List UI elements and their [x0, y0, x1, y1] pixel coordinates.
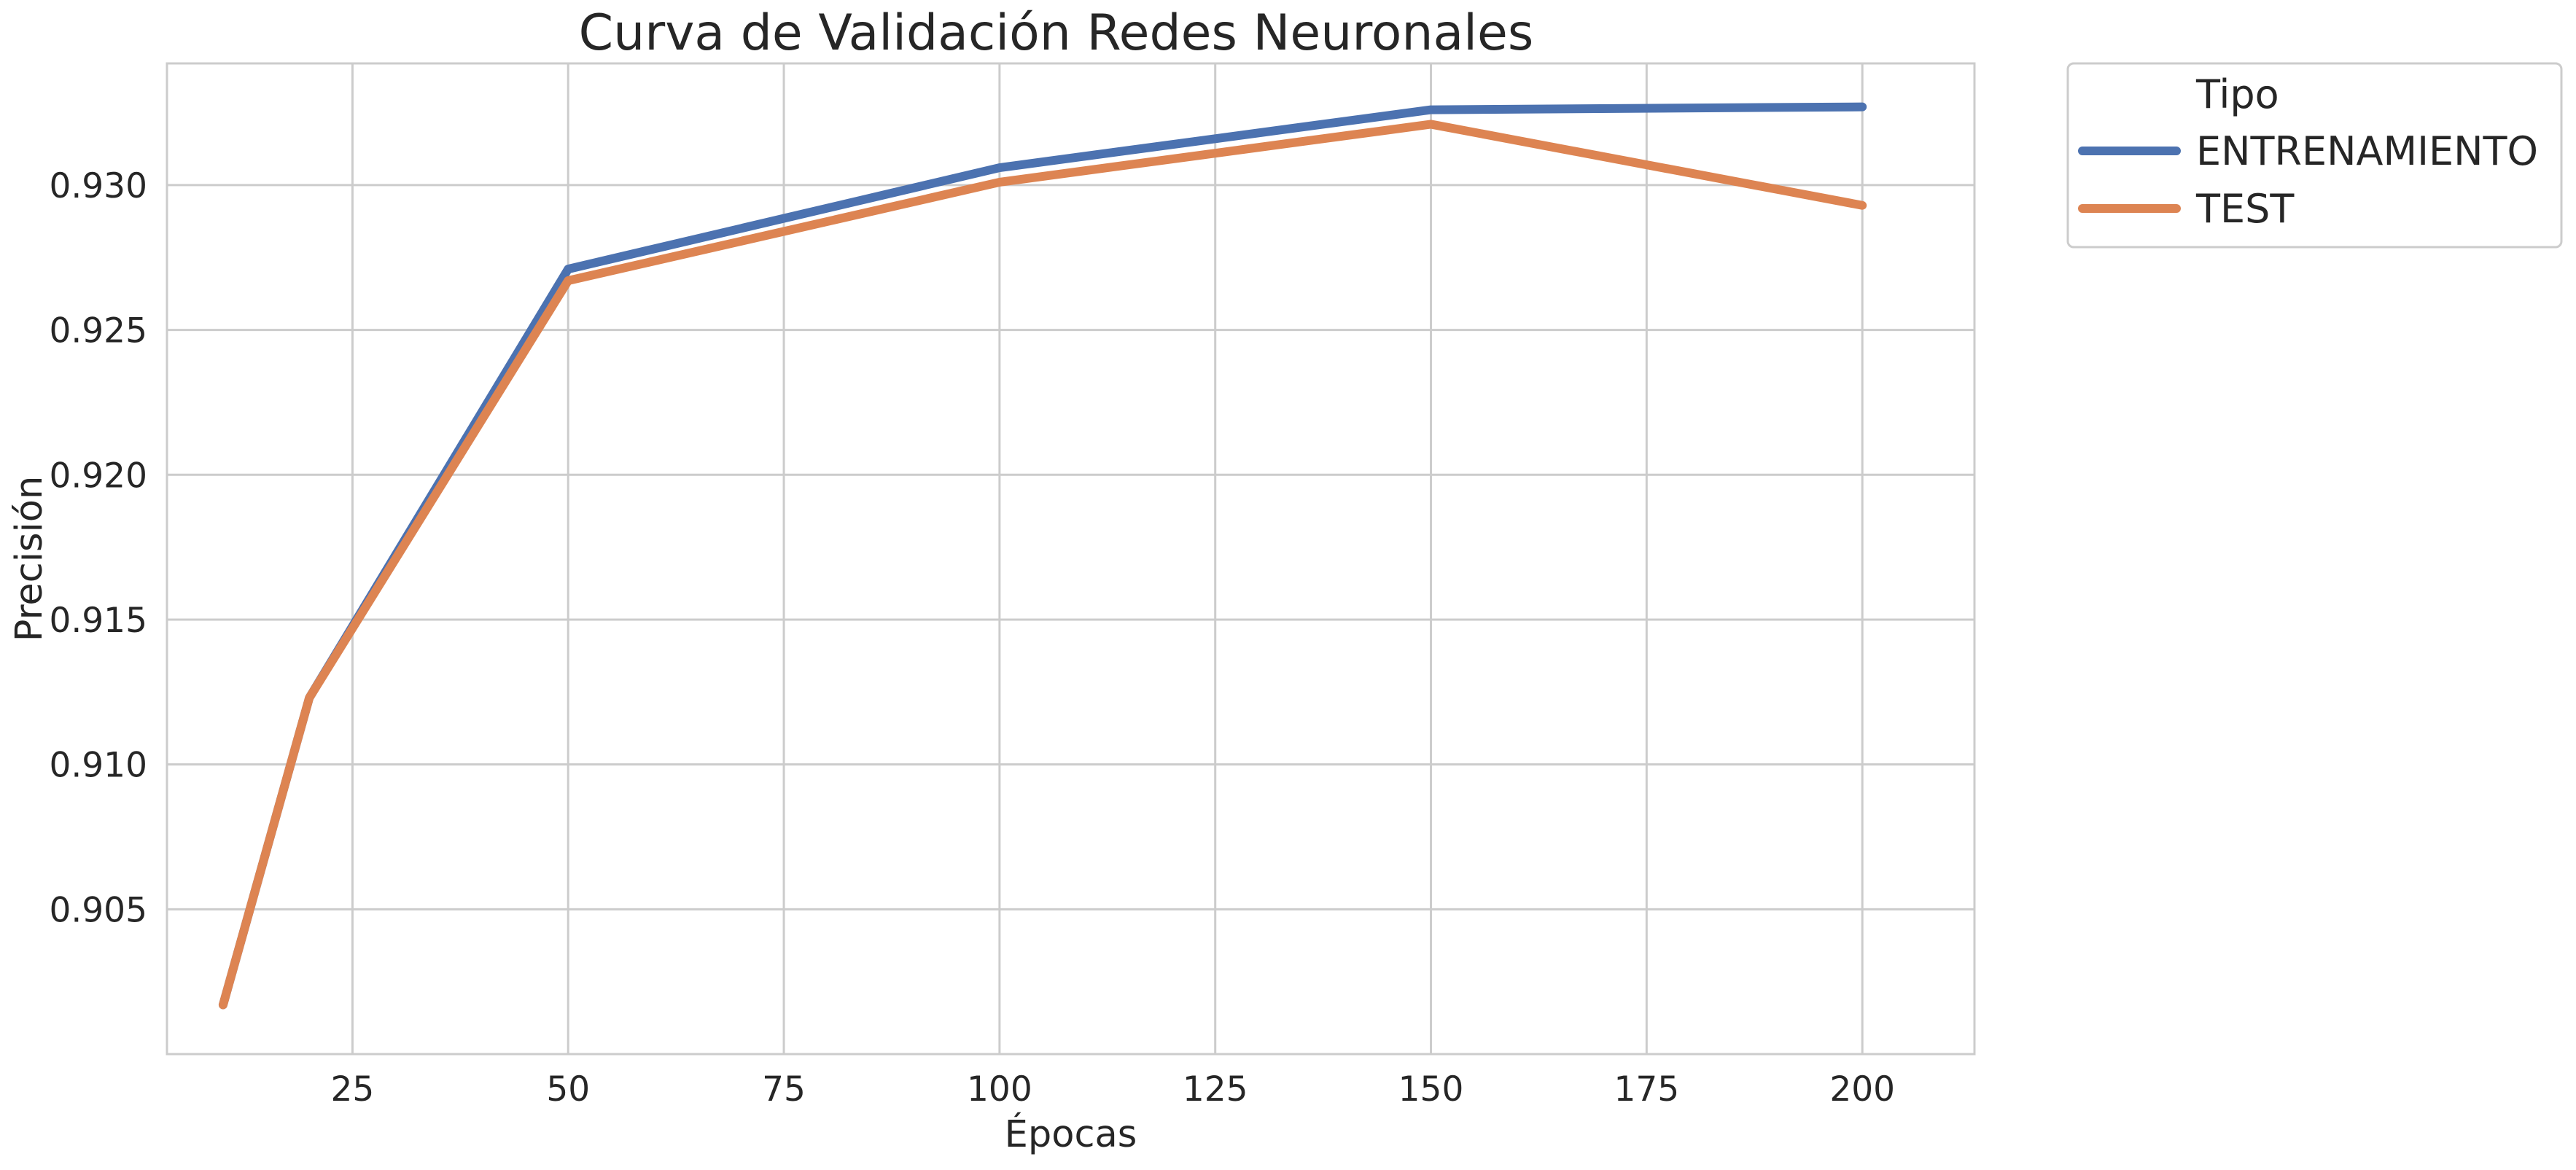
y-tick-label: 0.925: [49, 311, 147, 351]
x-tick-label: 75: [762, 1069, 806, 1109]
chart-title: Curva de Validación Redes Neuronales: [579, 4, 1534, 62]
y-tick-label: 0.905: [49, 890, 147, 930]
legend-label: ENTRENAMIENTO: [2196, 128, 2538, 174]
y-tick-label: 0.930: [49, 166, 147, 206]
plot-frame: [166, 62, 1976, 1056]
x-tick-label: 25: [331, 1069, 375, 1109]
series-line: [218, 102, 1867, 1010]
y-tick-label: 0.915: [49, 601, 147, 641]
legend-box: [2066, 62, 2563, 249]
x-tick-labels: 25 50 75 100 125 150 175 200: [331, 1069, 1896, 1109]
y-tick-labels: 0.905 0.910 0.915 0.920 0.925 0.930: [49, 166, 147, 930]
y-tick-label: 0.910: [49, 746, 147, 786]
x-tick-label: 100: [967, 1069, 1032, 1109]
y-tick-label: 0.920: [49, 456, 147, 496]
series-layer: [218, 102, 1867, 1010]
grid: [167, 63, 1974, 1054]
series-line: [218, 120, 1867, 1010]
legend-items: ENTRENAMIENTO TEST: [2078, 128, 2538, 232]
x-tick-label: 200: [1829, 1069, 1895, 1109]
x-tick-label: 125: [1183, 1069, 1248, 1109]
x-tick-label: 150: [1398, 1069, 1464, 1109]
y-axis-label: Precisión: [8, 476, 51, 642]
legend-label: TEST: [2195, 186, 2295, 232]
x-tick-label: 50: [546, 1069, 590, 1109]
x-tick-label: 175: [1614, 1069, 1679, 1109]
x-axis-label: Épocas: [1005, 1112, 1137, 1156]
legend-title: Tipo: [2195, 71, 2279, 117]
legend: Tipo ENTRENAMIENTO TEST: [2066, 62, 2563, 249]
